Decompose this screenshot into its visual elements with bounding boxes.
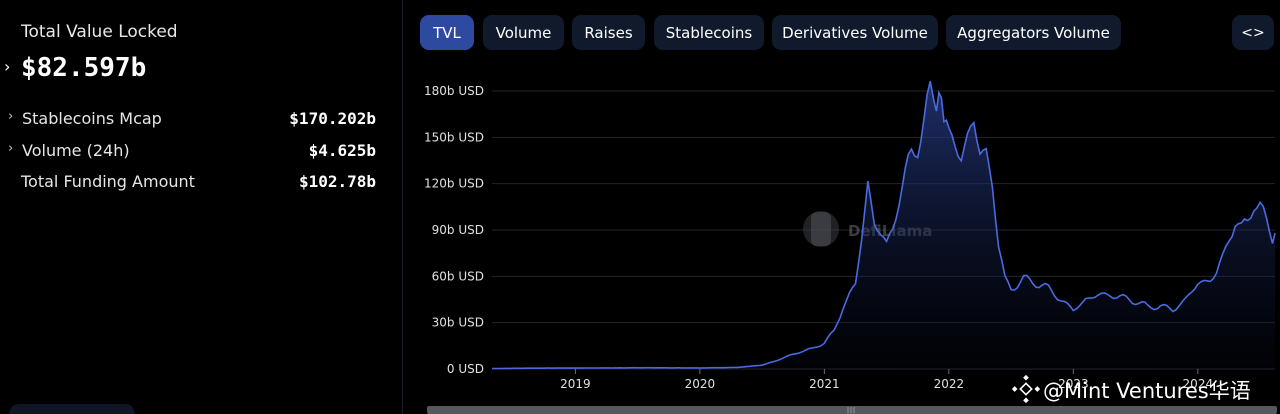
y-tick-label: 150b USD [424,130,484,144]
panel-divider [402,0,403,414]
watermark: @Mint Ventures华语 [1011,374,1251,404]
stat-row-total-funding: Total Funding Amount $102.78b [0,171,378,195]
tvl-label: Total Value Locked [21,22,178,42]
x-tick-label: 2023 [1058,377,1089,391]
stat-row-volume-24h[interactable]: › Volume (24h) $4.625b [0,140,378,164]
y-axis: 0 USD 30b USD 60b USD 90b USD 120b USD 150b U… [424,84,484,376]
tab-tvl[interactable]: TVL [420,15,474,50]
tab-raises[interactable]: Raises [572,15,645,50]
tvl-expand-chevron-icon[interactable]: › [4,57,11,76]
code-icon: <> [1241,24,1265,41]
stat-value: $170.202b [289,109,376,128]
y-tick-label: 30b USD [432,316,484,330]
stat-value: $4.625b [308,141,376,160]
x-tick-label: 2021 [809,377,840,391]
chart-scrollbar[interactable]: ||| [427,406,1277,414]
embed-code-button[interactable]: <> [1232,15,1274,50]
y-tick-label: 0 USD [447,362,484,376]
x-tick-label: 2019 [560,377,591,391]
tvl-area [492,81,1275,369]
scroll-thumb[interactable] [427,406,1277,414]
x-tick-label: 2024 [1183,377,1214,391]
tab-derivatives-volume[interactable]: Derivatives Volume [772,15,938,50]
y-tick-label: 120b USD [424,177,484,191]
tab-aggregators-volume[interactable]: Aggregators Volume [946,15,1121,50]
stat-label: Volume (24h) [22,141,130,160]
stats-panel: Total Value Locked › $82.597b › Stableco… [0,0,402,414]
y-tick-label: 90b USD [432,223,484,237]
stat-label: Stablecoins Mcap [22,109,162,128]
bottom-button[interactable] [9,404,135,414]
tvl-chart[interactable]: 0 USD 30b USD 60b USD 90b USD 120b USD 150b U… [403,0,1280,414]
x-tick-label: 2020 [685,377,716,391]
stat-label: Total Funding Amount [21,172,195,191]
stat-row-stablecoins-mcap[interactable]: › Stablecoins Mcap $170.202b [0,108,378,132]
y-tick-label: 180b USD [424,84,484,98]
stat-value: $102.78b [298,172,376,191]
tab-stablecoins[interactable]: Stablecoins [654,15,764,50]
chevron-right-icon: › [8,141,14,156]
y-tick-label: 60b USD [432,269,484,283]
llama-icon-body [811,212,831,246]
tvl-line [492,81,1276,370]
x-tick-label: 2022 [934,377,965,391]
tvl-value: $82.597b [21,53,147,83]
x-axis: 2019 2020 2021 2022 2023 2024 [560,369,1213,391]
tab-volume[interactable]: Volume [483,15,564,50]
binance-square-icon [1011,374,1041,404]
chart-panel: TVL Volume Raises Stablecoins Derivative… [403,0,1280,414]
watermark-text: @Mint Ventures华语 [1043,379,1251,403]
grip-icon: ||| [847,407,857,414]
chevron-right-icon: › [8,109,14,124]
